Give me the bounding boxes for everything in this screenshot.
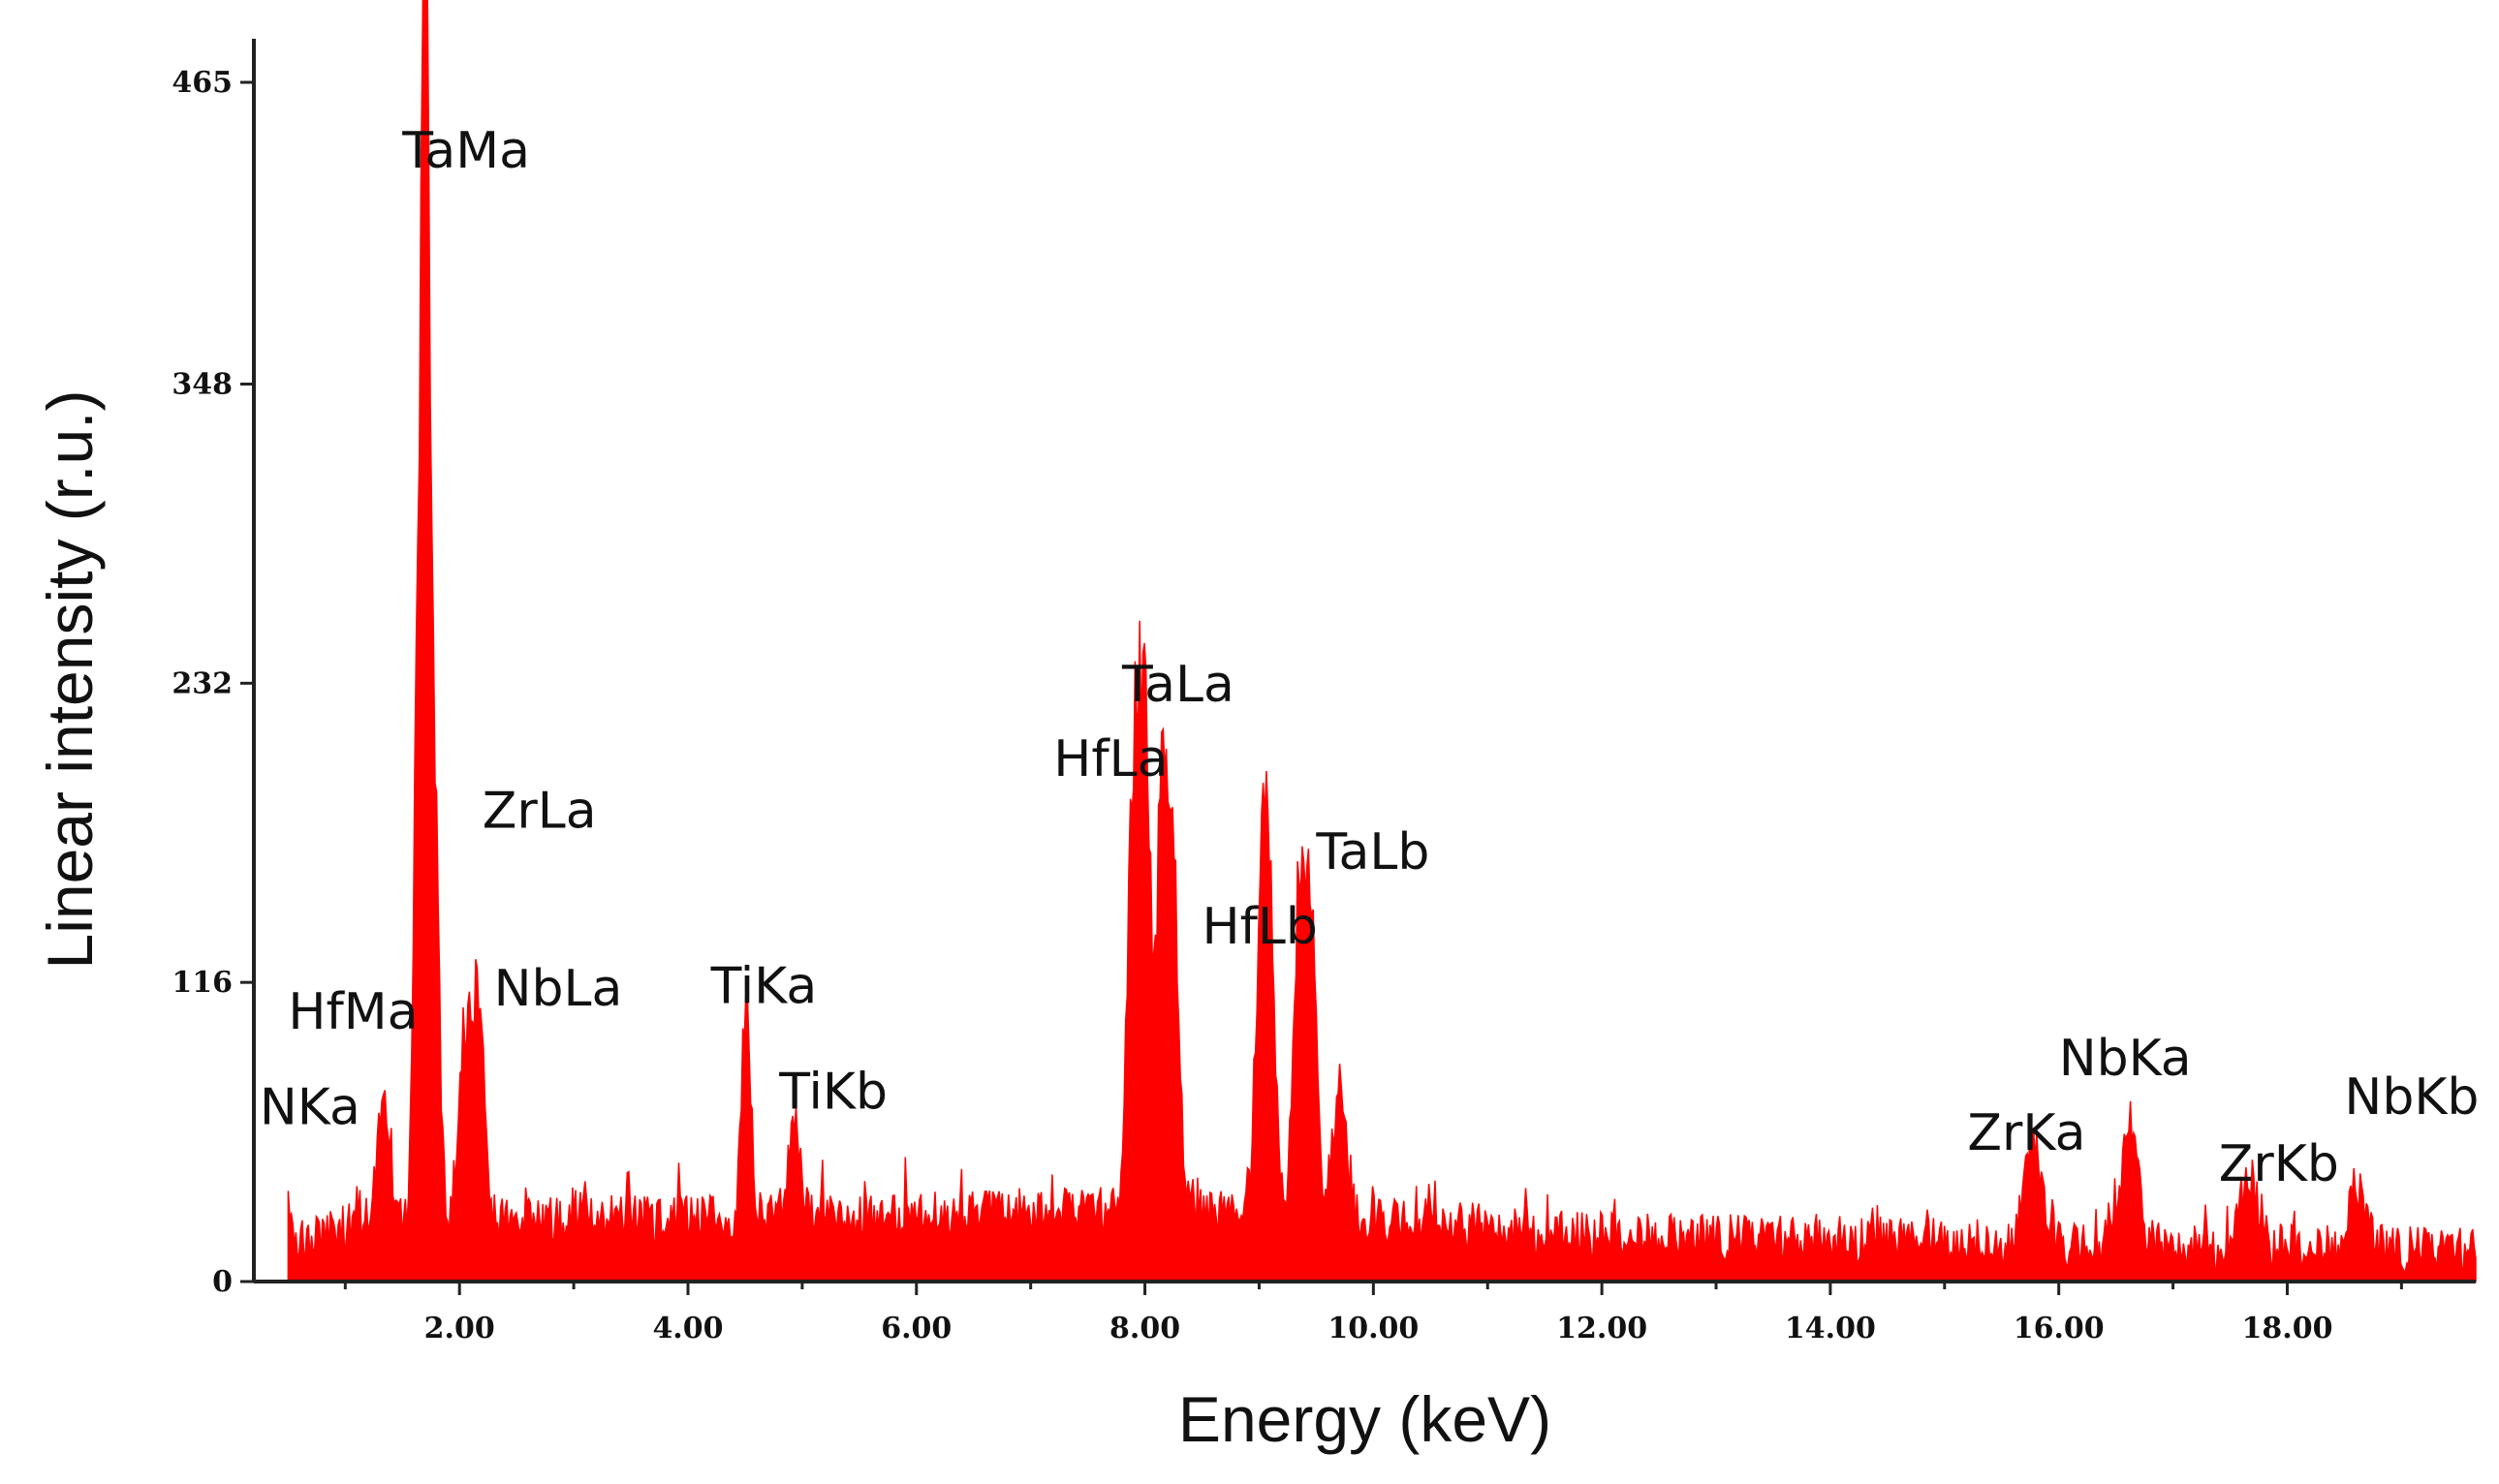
axes [252, 39, 2476, 1283]
y-axis-title: Linear intensity (r.u.) [34, 390, 106, 970]
peak-label-nbla: NbLa [494, 960, 623, 1018]
x-axis-title: Energy (keV) [1178, 1383, 1551, 1455]
x-tick-label: 10.00 [1328, 1312, 1419, 1345]
x-tick-label: 16.00 [2014, 1312, 2105, 1345]
spectrum-series [287, 0, 2477, 1283]
peak-label-hfla: HfLa [1053, 730, 1168, 788]
y-ticks: 0 116 232 348 465 [172, 66, 254, 1299]
peak-label-tama: TaMa [401, 122, 530, 180]
y-tick-label: 116 [172, 966, 233, 1000]
x-tick-label: 14.00 [1785, 1312, 1876, 1345]
x-ticks: 2.00 4.00 6.00 8.00 10.00 12.00 14.00 16.00 18.0… [343, 1282, 2403, 1345]
peak-label-hfma: HfMa [288, 983, 418, 1041]
peak-label-nbkb: NbKb [2344, 1068, 2479, 1127]
peak-annotations: TaMa ZrLa HfMa NbLa NKa TiKa TiKb TaLa HfLa TaLb H… [260, 122, 2480, 1193]
peak-label-tala: TaLa [1121, 656, 1234, 714]
x-tick-label: 6.00 [881, 1312, 952, 1345]
peak-label-tikb: TiKb [778, 1064, 888, 1122]
peak-label-talb: TaLb [1315, 823, 1429, 881]
peak-label-zrla: ZrLa [483, 782, 597, 840]
y-tick-label: 465 [172, 66, 233, 100]
y-tick-label: 348 [172, 367, 233, 401]
peak-label-zrkb: ZrKb [2219, 1135, 2339, 1193]
peak-label-nka: NKa [260, 1079, 360, 1137]
x-tick-label: 2.00 [424, 1312, 495, 1345]
peak-label-zrka: ZrKa [1967, 1104, 2085, 1162]
peak-label-nbka: NbKa [2059, 1030, 2192, 1088]
x-tick-label: 12.00 [1556, 1312, 1647, 1345]
y-tick-label: 0 [212, 1265, 233, 1299]
plot-area [287, 0, 2477, 1283]
peak-label-hflb: HfLb [1203, 898, 1318, 956]
y-tick-label: 232 [172, 666, 233, 700]
x-tick-label: 8.00 [1109, 1312, 1180, 1345]
x-tick-label: 18.00 [2242, 1312, 2333, 1345]
x-tick-label: 4.00 [652, 1312, 723, 1345]
peak-label-tika: TiKa [710, 957, 818, 1015]
